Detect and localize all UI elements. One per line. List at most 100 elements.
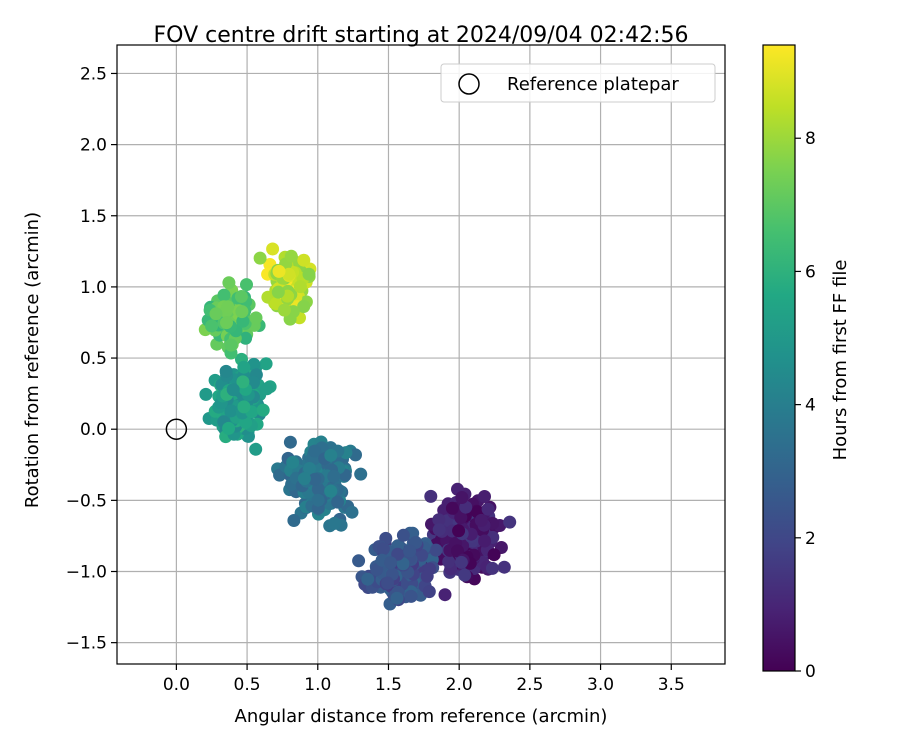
data-point [234, 290, 248, 303]
data-point [302, 267, 316, 281]
data-point [221, 300, 235, 314]
data-point [381, 576, 394, 590]
data-point [297, 300, 311, 313]
data-point [485, 561, 499, 575]
data-point [217, 288, 231, 302]
x-tick-label: 1.0 [304, 675, 331, 695]
x-tick-label: 1.5 [375, 675, 402, 695]
data-point [293, 280, 307, 294]
data-point [249, 311, 263, 325]
x-tick-label: 0.5 [234, 675, 261, 695]
data-point [442, 555, 456, 569]
data-point [253, 251, 267, 265]
data-point [454, 511, 468, 525]
data-point [220, 316, 233, 330]
colorbar-label: Hours from first FF file [830, 260, 851, 461]
x-tick-label: 3.5 [658, 675, 685, 695]
y-tick-label: 0.5 [80, 349, 107, 369]
data-point [205, 319, 219, 333]
data-point [236, 375, 250, 389]
data-point [390, 591, 404, 605]
data-point [487, 548, 501, 562]
data-point [259, 357, 273, 371]
reference-point-marker [165, 418, 188, 440]
data-point [324, 448, 338, 462]
data-point [422, 585, 436, 599]
legend: Reference platepar [440, 63, 716, 103]
data-point [271, 285, 285, 299]
plot-frame [116, 44, 726, 665]
data-point [235, 305, 249, 319]
data-point [237, 360, 251, 374]
data-point [396, 557, 410, 571]
y-tick-label: 0.0 [80, 420, 107, 440]
data-point [384, 556, 398, 570]
x-tick-label: 2.0 [446, 675, 473, 695]
data-point [361, 572, 375, 586]
data-point [478, 490, 491, 503]
data-point [260, 382, 274, 396]
data-point [219, 364, 233, 378]
data-point [429, 543, 443, 557]
x-tick-label: 0.0 [163, 675, 190, 695]
legend-marker-icon [458, 73, 480, 95]
data-point [237, 400, 251, 414]
y-tick-label: 1.0 [80, 278, 107, 298]
x-axis-label: Angular distance from reference (arcmin) [235, 706, 608, 727]
colorbar-tick-label: 2 [805, 529, 816, 549]
data-point [222, 421, 236, 435]
data-point [240, 278, 253, 292]
data-point [286, 455, 300, 469]
data-point [308, 472, 322, 486]
data-point [478, 534, 492, 548]
colorbar-tick-label: 6 [805, 262, 816, 282]
data-point [297, 472, 311, 486]
reference-marker-layer [165, 418, 188, 440]
data-point [226, 383, 240, 397]
data-point [239, 331, 253, 345]
x-tick-label: 3.0 [587, 675, 614, 695]
y-axis-label: Rotation from reference (arcmin) [22, 212, 43, 508]
data-point [445, 501, 459, 515]
data-point [458, 568, 472, 582]
y-tick-label: −0.5 [66, 491, 107, 511]
data-point [415, 548, 429, 562]
y-tick-label: −1.0 [66, 563, 107, 583]
data-point [284, 249, 298, 263]
data-point [424, 489, 438, 503]
data-point [256, 403, 270, 417]
data-point [432, 513, 446, 527]
data-point [283, 435, 297, 449]
data-point [324, 484, 338, 498]
data-point [236, 314, 250, 328]
data-point [282, 267, 296, 281]
y-tick-label: −1.5 [66, 634, 107, 654]
data-point [432, 523, 446, 537]
data-point [452, 524, 466, 538]
data-point [474, 513, 488, 527]
data-point [272, 264, 286, 278]
colorbar-tick-label: 8 [805, 129, 816, 149]
data-point [376, 542, 390, 556]
data-point [497, 560, 511, 574]
data-point [303, 462, 316, 475]
data-point [481, 502, 495, 516]
data-point [297, 253, 311, 267]
y-axis-ticks: −1.5 −1.0 −0.5 0.0 0.5 1.0 1.5 2.0 2.5 [66, 64, 117, 654]
data-point [308, 444, 322, 458]
data-point [327, 469, 341, 483]
data-point [287, 514, 301, 527]
data-point [277, 303, 291, 317]
data-point [438, 588, 452, 602]
colorbar-tick-label: 0 [805, 662, 816, 682]
chart-title: FOV centre drift starting at 2024/09/04 … [154, 23, 689, 48]
colorbar-ticks: 0 2 4 6 8 [795, 129, 816, 682]
data-point [420, 569, 434, 583]
data-point [328, 516, 341, 530]
y-tick-label: 1.5 [80, 207, 107, 227]
x-tick-label: 2.5 [516, 675, 543, 695]
data-point [454, 555, 468, 569]
x-axis-ticks: 0.0 0.5 1.0 1.5 2.0 2.5 3.0 3.5 [163, 664, 685, 695]
scatter-points [198, 242, 517, 611]
data-point [503, 515, 517, 529]
